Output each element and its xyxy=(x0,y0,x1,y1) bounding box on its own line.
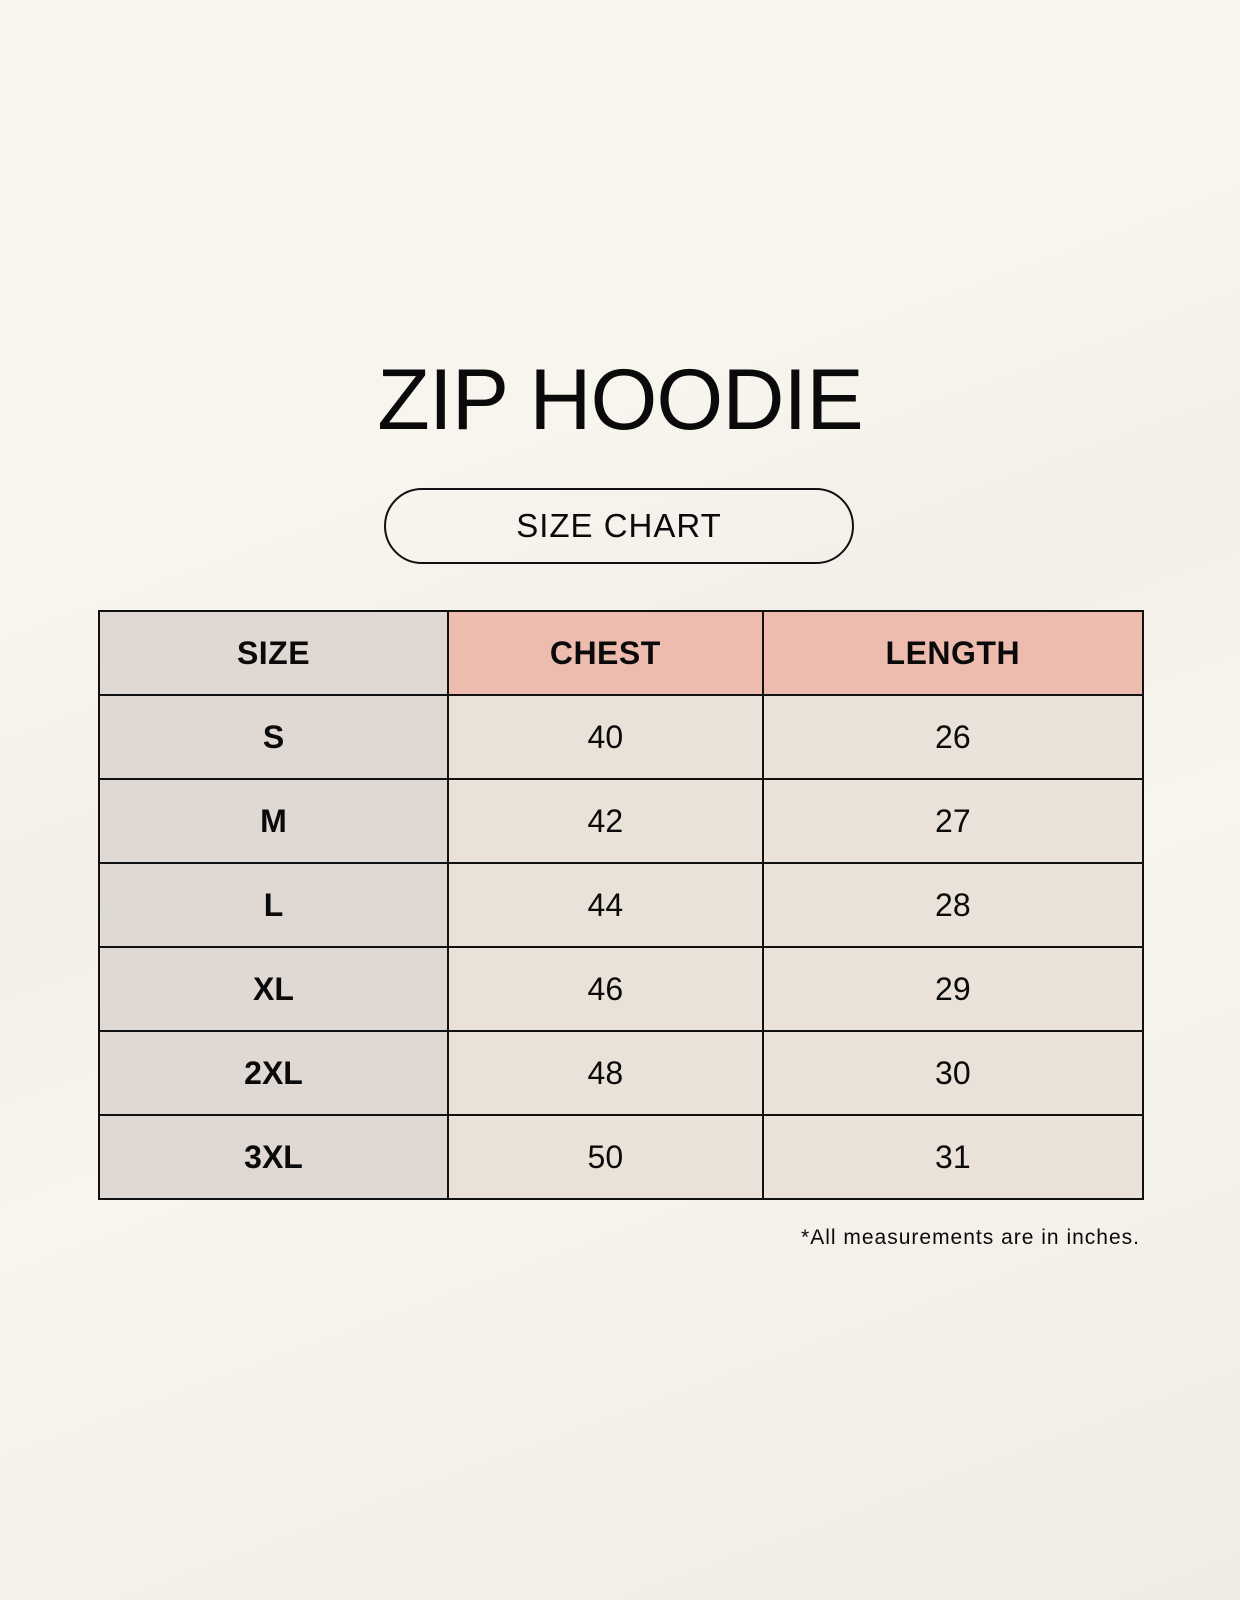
table-row: L 44 28 xyxy=(98,862,1145,948)
header-chest: CHEST xyxy=(447,610,764,696)
size-chart-badge: SIZE CHART xyxy=(384,488,854,564)
length-cell: 31 xyxy=(761,1114,1145,1200)
size-cell: M xyxy=(98,778,449,864)
table-row: 3XL 50 31 xyxy=(98,1114,1145,1200)
table-header-row: SIZE CHEST LENGTH xyxy=(98,610,1145,696)
chest-cell: 48 xyxy=(447,1030,764,1116)
table-row: M 42 27 xyxy=(98,778,1145,864)
size-cell: XL xyxy=(98,946,449,1032)
chest-cell: 44 xyxy=(447,862,764,948)
footnote: *All measurements are in inches. xyxy=(801,1226,1140,1249)
header-size: SIZE xyxy=(98,610,449,696)
chest-cell: 50 xyxy=(447,1114,764,1200)
size-cell: L xyxy=(98,862,449,948)
length-cell: 29 xyxy=(761,946,1145,1032)
size-cell: 2XL xyxy=(98,1030,449,1116)
length-cell: 26 xyxy=(761,694,1145,780)
chest-cell: 42 xyxy=(447,778,764,864)
table-row: 2XL 48 30 xyxy=(98,1030,1145,1116)
length-cell: 30 xyxy=(761,1030,1145,1116)
page-title: ZIP HOODIE xyxy=(377,352,863,448)
chest-cell: 40 xyxy=(447,694,764,780)
table-row: XL 46 29 xyxy=(98,946,1145,1032)
chest-cell: 46 xyxy=(447,946,764,1032)
size-cell: 3XL xyxy=(98,1114,449,1200)
size-table: SIZE CHEST LENGTH S 40 26 M 42 27 L 44 28 XL 46 29 2… xyxy=(98,610,1145,1200)
header-length: LENGTH xyxy=(761,610,1145,696)
size-cell: S xyxy=(98,694,449,780)
length-cell: 28 xyxy=(761,862,1145,948)
length-cell: 27 xyxy=(761,778,1145,864)
table-row: S 40 26 xyxy=(98,694,1145,780)
